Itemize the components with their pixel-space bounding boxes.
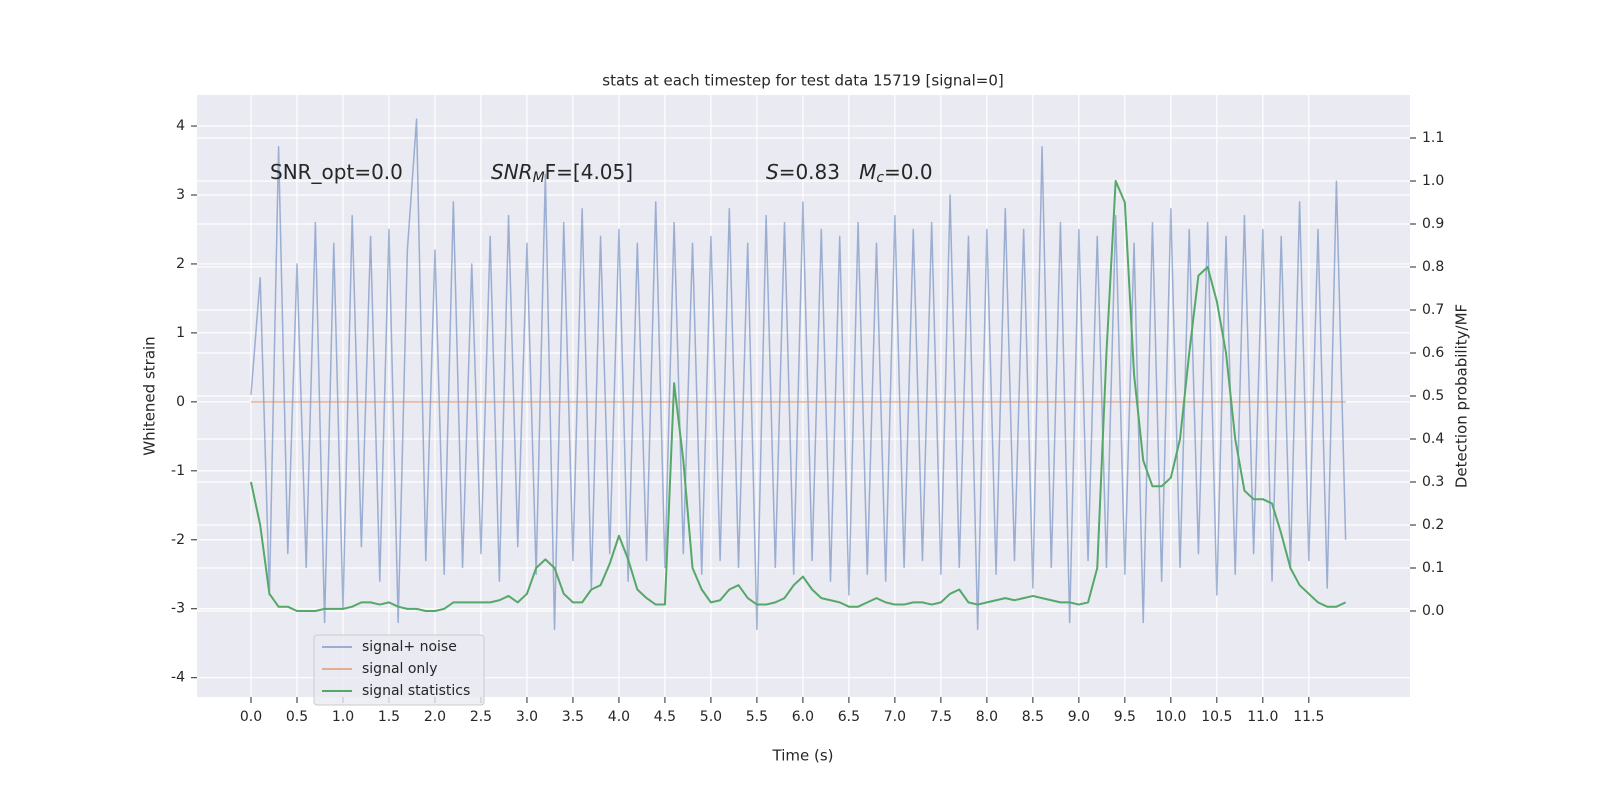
- y2-tick-label: 1.1: [1422, 130, 1444, 146]
- y2-tick-label: 0.6: [1422, 345, 1444, 361]
- annotation-part: c: [876, 170, 884, 186]
- annotation-part: SNR: [491, 160, 533, 184]
- annotation-part: S: [766, 160, 779, 184]
- x-tick-label: 7.5: [930, 709, 952, 725]
- annotation: SNRMF=[4.05]: [491, 160, 633, 187]
- x-tick-label: 0.0: [240, 709, 262, 725]
- legend: signal+ noise signal only signal statistic…: [313, 634, 485, 706]
- y2-tick-label: 0.1: [1422, 560, 1444, 576]
- x-tick-label: 4.5: [654, 709, 676, 725]
- legend-label: signal statistics: [362, 683, 470, 699]
- annotation-part: =0.83: [779, 160, 859, 184]
- x-tick-label: 5.0: [700, 709, 722, 725]
- y2-tick-label: 0.5: [1422, 388, 1444, 404]
- legend-label: signal+ noise: [362, 639, 457, 655]
- y2-tick-label: 0.9: [1422, 216, 1444, 232]
- y-tick-label: -3: [171, 601, 185, 617]
- y-axis-label: Whitened strain: [141, 336, 159, 455]
- x-tick-label: 9.5: [1114, 709, 1136, 725]
- annotation-part: M: [533, 170, 545, 186]
- x-tick-label: 9.0: [1068, 709, 1090, 725]
- series-line: [250, 118, 1347, 631]
- annotation: S=0.83 Mc=0.0: [766, 160, 933, 187]
- annotation-part: =0.0: [884, 160, 933, 184]
- x-tick-label: 0.5: [286, 709, 308, 725]
- y-tick-label: 2: [176, 256, 185, 272]
- annotation-part: SNR_opt=0.0: [270, 160, 403, 184]
- x-tick-label: 7.0: [884, 709, 906, 725]
- annotation: SNR_opt=0.0: [270, 160, 403, 184]
- annotation-part: M: [859, 160, 876, 184]
- y2-tick-label: 0.8: [1422, 259, 1444, 275]
- y-tick-label: 3: [176, 187, 185, 203]
- y2-tick-label: 1.0: [1422, 173, 1444, 189]
- y2-axis-label: Detection probability/MF: [1453, 304, 1471, 488]
- chart-title: stats at each timestep for test data 157…: [602, 72, 1003, 90]
- y2-tick-label: 0.4: [1422, 431, 1444, 447]
- y-tick-label: -2: [171, 532, 185, 548]
- x-tick-label: 10.5: [1201, 709, 1232, 725]
- legend-box: [313, 634, 485, 706]
- y-tick-label: 1: [176, 325, 185, 341]
- x-tick-label: 1.0: [332, 709, 354, 725]
- y2-tick-label: 0.2: [1422, 517, 1444, 533]
- x-tick-label: 2.5: [470, 709, 492, 725]
- x-axis-label: Time (s): [772, 747, 834, 765]
- x-tick-label: 6.0: [792, 709, 814, 725]
- x-tick-label: 11.0: [1247, 709, 1278, 725]
- x-tick-label: 3.5: [562, 709, 584, 725]
- x-tick-label: 10.0: [1155, 709, 1186, 725]
- x-tick-label: 6.5: [838, 709, 860, 725]
- x-tick-label: 4.0: [608, 709, 630, 725]
- x-tick-label: 11.5: [1293, 709, 1324, 725]
- annotation-part: F=[4.05]: [545, 160, 633, 184]
- y-tick-label: -1: [171, 463, 185, 479]
- legend-label: signal only: [362, 661, 437, 677]
- x-tick-label: 2.0: [424, 709, 446, 725]
- x-tick-label: 5.5: [746, 709, 768, 725]
- x-tick-label: 1.5: [378, 709, 400, 725]
- y2-tick-label: 0.7: [1422, 302, 1444, 318]
- y-tick-label: 4: [176, 118, 185, 134]
- x-tick-label: 8.5: [1022, 709, 1044, 725]
- y2-tick-label: 0.3: [1422, 474, 1444, 490]
- y-tick-label: 0: [176, 394, 185, 410]
- series-line: [250, 180, 1347, 612]
- y-tick-label: -4: [171, 670, 185, 686]
- y2-tick-label: 0.0: [1422, 603, 1444, 619]
- x-tick-label: 3.0: [516, 709, 538, 725]
- x-tick-label: 8.0: [976, 709, 998, 725]
